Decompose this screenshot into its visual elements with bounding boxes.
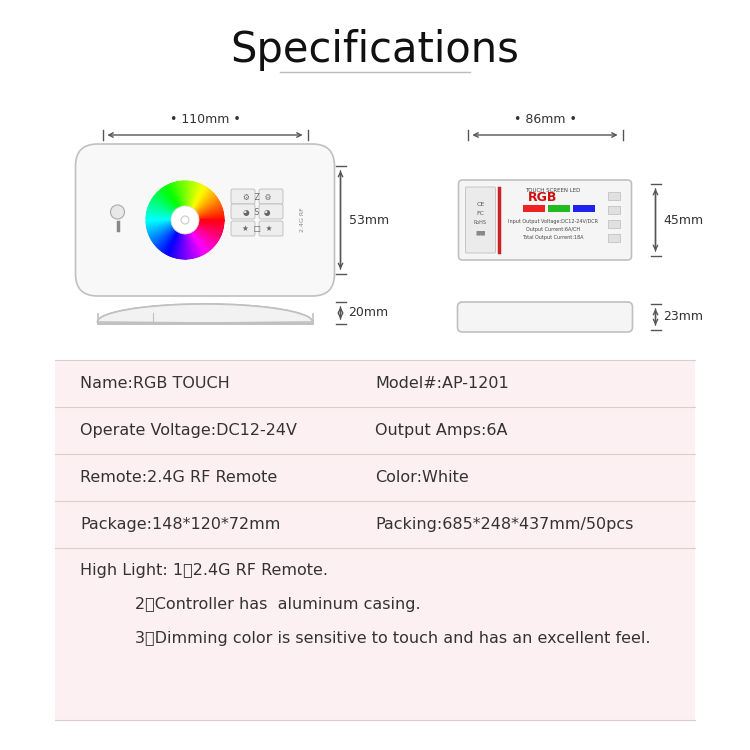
Text: ◕  S  ◕: ◕ S ◕	[243, 208, 271, 217]
Text: 45mm: 45mm	[664, 214, 704, 226]
Text: TOUCH SCREEN LED: TOUCH SCREEN LED	[525, 188, 580, 193]
Bar	[548, 205, 570, 212]
FancyBboxPatch shape	[259, 204, 283, 219]
Text: Output Current:6A/CH: Output Current:6A/CH	[526, 227, 580, 232]
Bar	[573, 205, 595, 212]
FancyBboxPatch shape	[76, 144, 334, 296]
Text: • 110mm •: • 110mm •	[170, 113, 240, 126]
FancyBboxPatch shape	[231, 189, 255, 204]
Text: Input Output Voltage:DC12-24V/DCR: Input Output Voltage:DC12-24V/DCR	[508, 219, 598, 224]
Text: Specifications: Specifications	[230, 29, 520, 71]
Text: RGB: RGB	[528, 191, 558, 204]
Text: Name:RGB TOUCH: Name:RGB TOUCH	[80, 376, 230, 391]
Text: ★  □  ★: ★ □ ★	[242, 224, 272, 233]
Bar	[523, 205, 545, 212]
FancyBboxPatch shape	[259, 189, 283, 204]
FancyBboxPatch shape	[231, 221, 255, 236]
Text: Total Output Current:18A: Total Output Current:18A	[522, 235, 584, 240]
Text: High Light: 1、2.4G RF Remote.: High Light: 1、2.4G RF Remote.	[80, 562, 328, 578]
Text: 53mm: 53mm	[349, 214, 388, 226]
Text: CE: CE	[476, 202, 484, 207]
FancyBboxPatch shape	[231, 204, 255, 219]
Text: 23mm: 23mm	[664, 310, 704, 323]
Text: 3、Dimming color is sensitive to touch and has an excellent feel.: 3、Dimming color is sensitive to touch an…	[135, 631, 650, 646]
FancyBboxPatch shape	[458, 180, 632, 260]
Bar	[608, 234, 619, 242]
Bar	[608, 192, 619, 200]
Bar	[55, 360, 695, 720]
Circle shape	[110, 205, 125, 219]
Text: RoHS: RoHS	[474, 220, 487, 225]
Polygon shape	[98, 304, 313, 324]
FancyBboxPatch shape	[466, 187, 496, 253]
FancyBboxPatch shape	[458, 302, 632, 332]
Text: 20mm: 20mm	[349, 307, 388, 320]
Text: Output Amps:6A: Output Amps:6A	[375, 423, 508, 438]
Text: • 86mm •: • 86mm •	[514, 113, 577, 126]
Text: Package:148*120*72mm: Package:148*120*72mm	[80, 517, 280, 532]
Bar	[608, 206, 619, 214]
Bar	[608, 220, 619, 228]
Text: ■■: ■■	[476, 230, 486, 235]
Text: Operate Voltage:DC12-24V: Operate Voltage:DC12-24V	[80, 423, 297, 438]
Text: Remote:2.4G RF Remote: Remote:2.4G RF Remote	[80, 470, 278, 485]
Text: 2、Controller has  aluminum casing.: 2、Controller has aluminum casing.	[135, 596, 421, 611]
Circle shape	[181, 216, 189, 224]
Text: ⚙  Z  ⚙: ⚙ Z ⚙	[243, 193, 272, 202]
Circle shape	[171, 206, 199, 234]
FancyBboxPatch shape	[259, 221, 283, 236]
Text: Color:White: Color:White	[375, 470, 469, 485]
Text: 2.4G RF: 2.4G RF	[300, 208, 305, 232]
Text: FC: FC	[476, 211, 484, 216]
Text: Packing:685*248*437mm/50pcs: Packing:685*248*437mm/50pcs	[375, 517, 633, 532]
Text: Model#:AP-1201: Model#:AP-1201	[375, 376, 508, 391]
